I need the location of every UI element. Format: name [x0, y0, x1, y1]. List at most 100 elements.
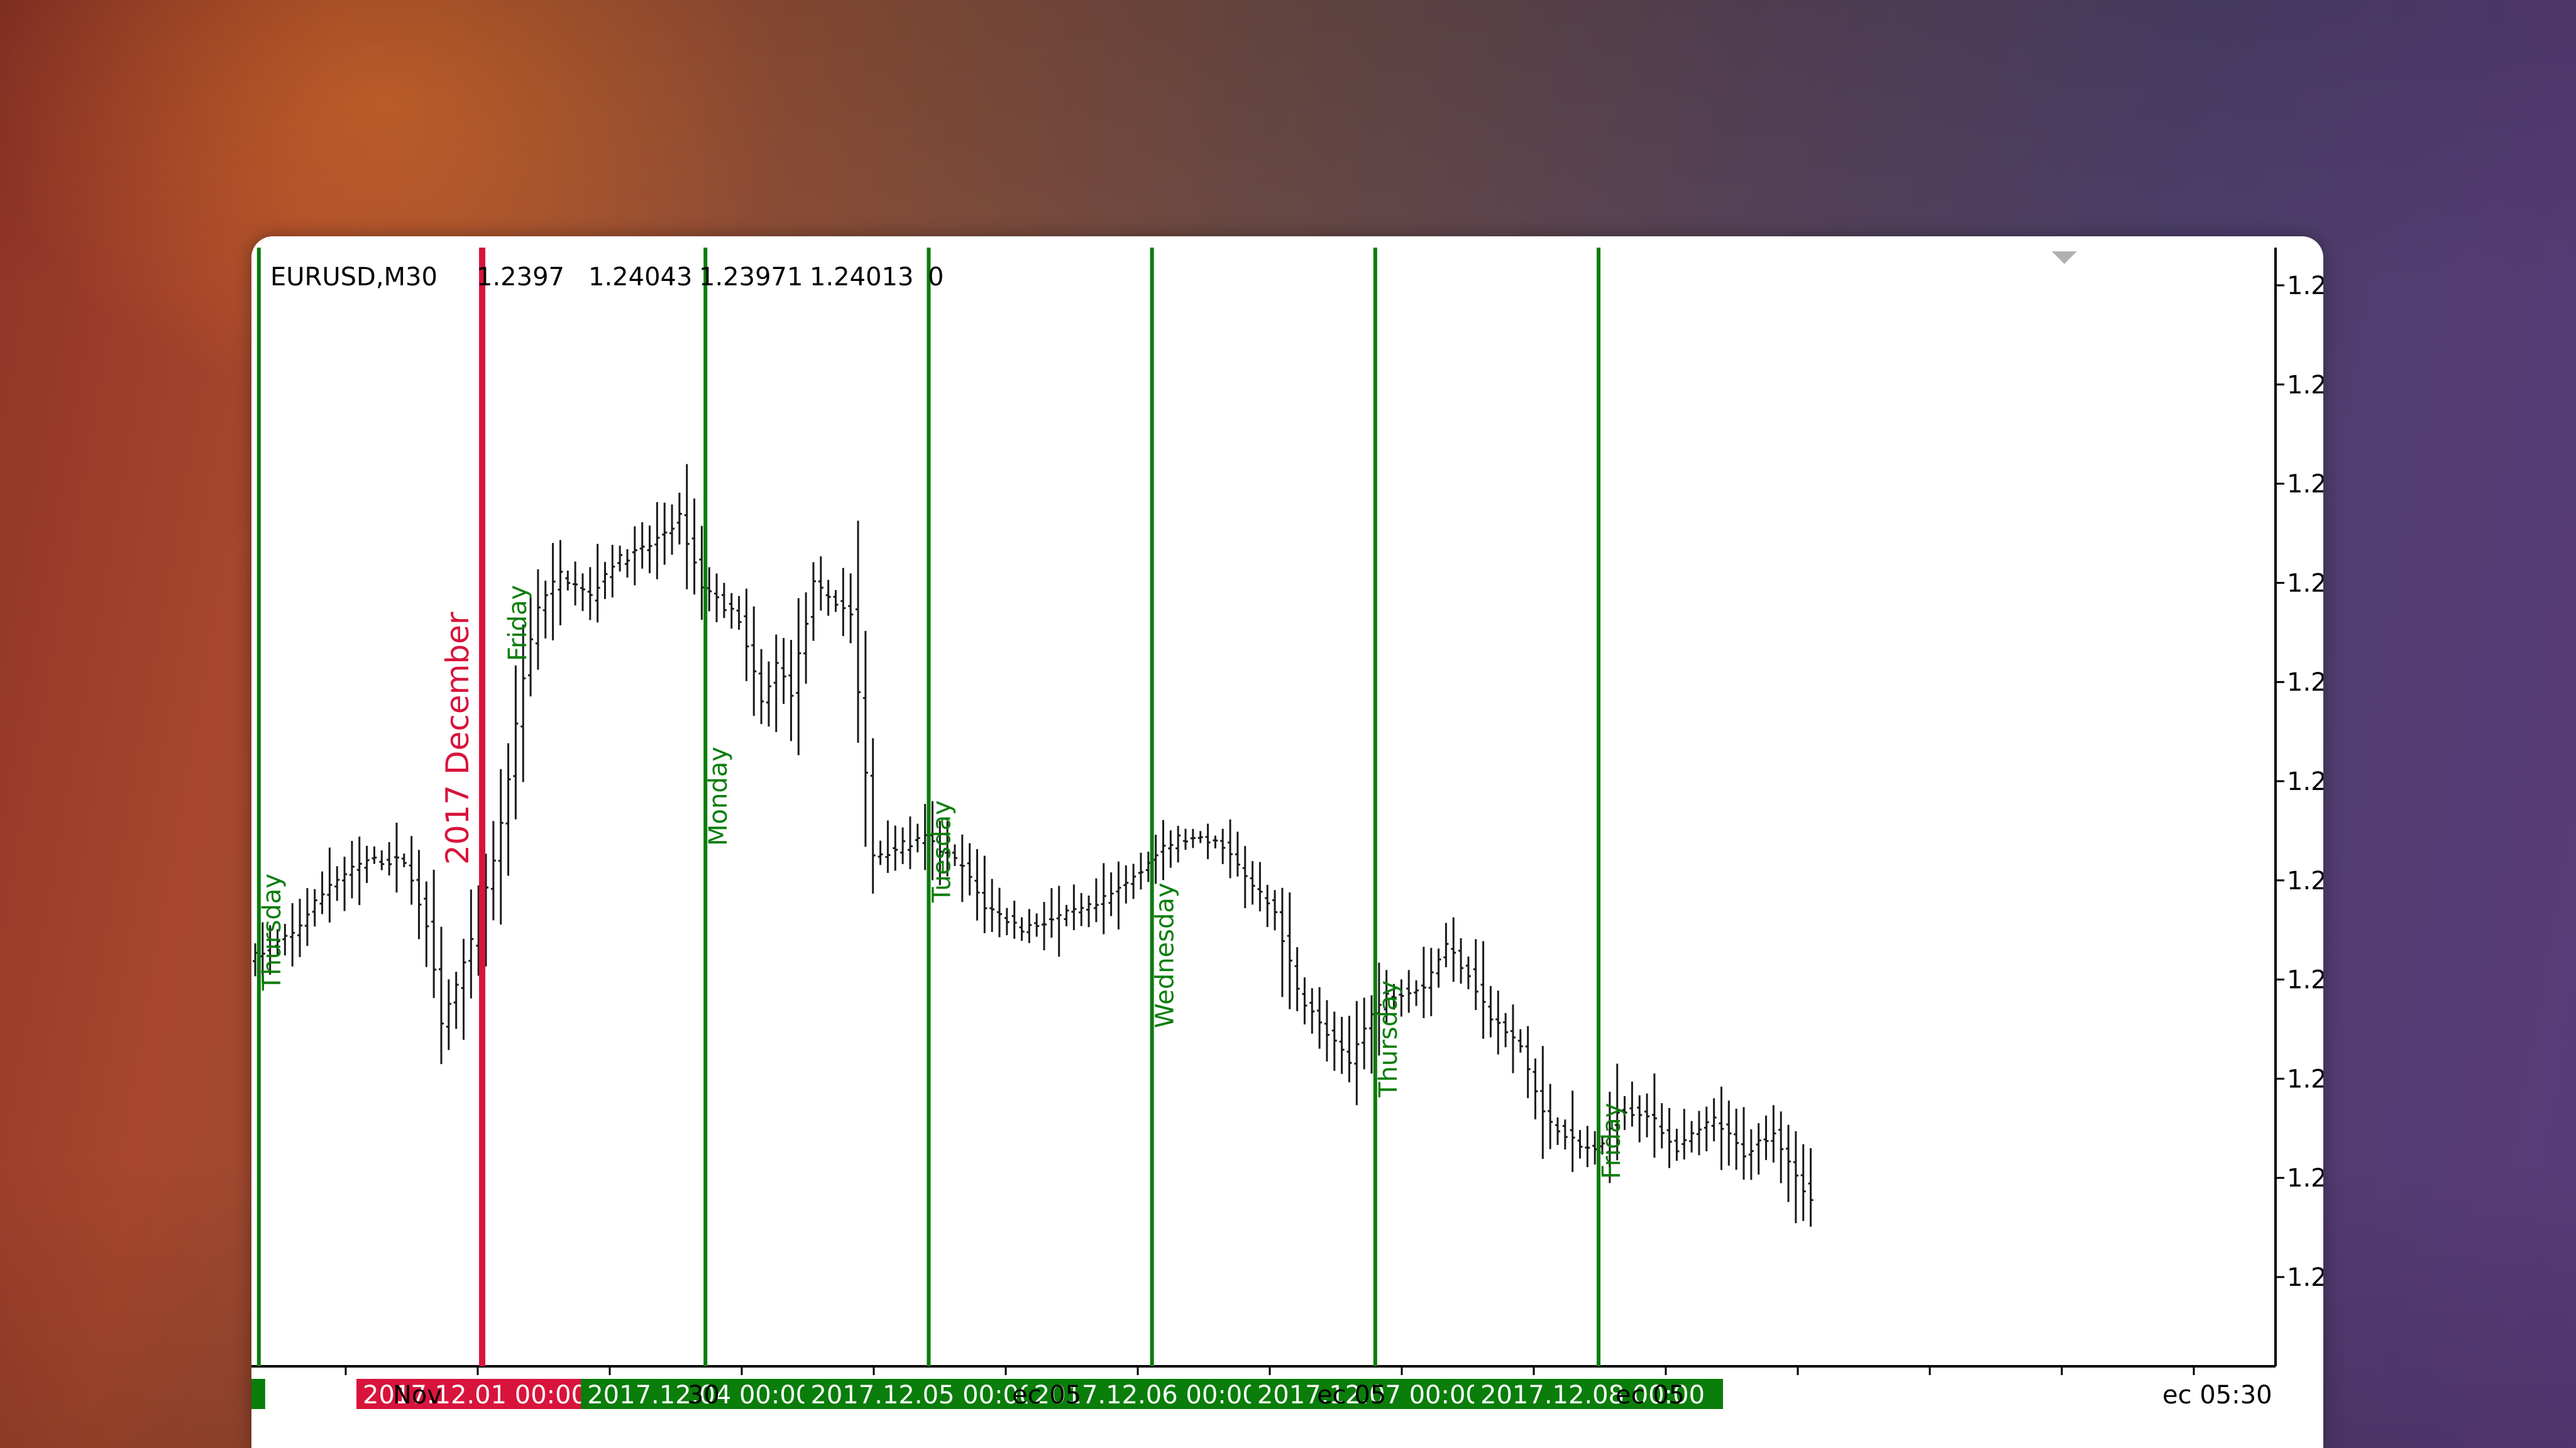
ohlc-bar: [394, 823, 399, 893]
ohlc-bar: [558, 540, 563, 626]
ohlc-bar: [691, 498, 697, 595]
ohlc-bar: [1391, 984, 1397, 1010]
ohlc-bar: [349, 841, 355, 899]
ohlc-bar: [907, 816, 913, 869]
ohlc-bar: [327, 847, 333, 923]
price-axis-label: 1.2: [2287, 668, 2323, 697]
ohlc-bar: [856, 520, 861, 743]
ohlc-bar: [1741, 1107, 1746, 1180]
ohlc-bar: [684, 464, 690, 590]
ohlc-bar: [617, 546, 623, 572]
ohlc-bar: [1674, 1129, 1680, 1161]
ohlc-bar: [1786, 1124, 1792, 1202]
price-axis-label: 1.2: [2287, 1164, 2323, 1193]
ohlc-bar: [1399, 979, 1404, 1017]
date-tag-background: [1474, 1379, 1724, 1409]
ohlc-bar: [1689, 1121, 1695, 1153]
price-axis-label: 1.2: [2287, 867, 2323, 896]
price-axis-label: 1.2: [2287, 1263, 2323, 1292]
ohlc-bar: [1458, 938, 1464, 984]
ohlc-bar: [1585, 1126, 1590, 1168]
ohlc-bar: [1406, 970, 1412, 1013]
date-tag-background: [356, 1379, 606, 1409]
ohlc-bar: [1473, 939, 1478, 1011]
ohlc-bar: [468, 889, 474, 999]
ohlc-bar: [1228, 819, 1233, 879]
date-tag-background: [581, 1379, 830, 1409]
ohlc-bar: [1644, 1093, 1650, 1138]
ohlc-bar: [595, 544, 600, 623]
ohlc-bar: [312, 889, 317, 927]
ohlc-bar: [1637, 1095, 1643, 1143]
ohlc-bar: [1019, 917, 1025, 941]
ohlc-bar: [490, 821, 496, 921]
plot-area: [251, 248, 2276, 1366]
ohlc-bar: [915, 823, 920, 853]
date-tag-label: 2017.12.05 00:00: [810, 1381, 1035, 1410]
time-axis-label: ec 05: [1616, 1381, 1685, 1410]
ohlc-bar: [379, 850, 385, 870]
ohlc-bar: [1756, 1123, 1761, 1175]
ohlc-bar: [997, 887, 1002, 938]
ohlc-bar: [1279, 887, 1285, 997]
ohlc-bar: [1116, 861, 1121, 930]
time-axis-label: Nov: [393, 1381, 442, 1410]
ohlc-bar: [811, 562, 816, 641]
ohlc-bar: [439, 926, 444, 1065]
ohlc-bar: [409, 836, 414, 905]
ohlc-bar: [387, 842, 392, 876]
ohlc-bar: [1362, 997, 1367, 1070]
ohlc-bar: [1242, 846, 1248, 909]
ohlc-bar: [1704, 1106, 1709, 1151]
ohlc-bar: [952, 844, 957, 866]
ohlc-bar: [498, 769, 504, 925]
ohlc-bar: [1682, 1109, 1687, 1160]
ohlc-bar: [1548, 1083, 1553, 1149]
ohlc-bar: [1257, 862, 1263, 912]
ohlc-bar: [542, 580, 548, 639]
ohlc-bar: [900, 827, 906, 864]
ohlc-bar: [1808, 1148, 1814, 1227]
ohlc-bar: [461, 938, 466, 1040]
ohlc-bar: [840, 568, 846, 637]
ohlc-bar: [304, 888, 310, 946]
ohlc-bar: [1540, 1046, 1546, 1159]
ohlc-bar: [885, 820, 891, 874]
ohlc-bar: [1272, 890, 1278, 931]
date-tag-background: [1250, 1379, 1500, 1409]
ohlc-bar: [1763, 1116, 1769, 1160]
ohlc-bar: [662, 502, 668, 565]
ohlc-bar: [565, 570, 571, 591]
ohlc-bar: [1711, 1098, 1717, 1142]
ohlc-bar: [1451, 917, 1456, 982]
ohlc-bar: [1525, 1026, 1531, 1099]
ohlc-bar: [781, 638, 786, 704]
ohlc-bar: [1495, 990, 1501, 1055]
quote-close: 1.24013: [810, 263, 913, 292]
ohlc-bar: [870, 738, 876, 894]
price-chart[interactable]: Thursday 2017 December Friday Monday Tuesday…: [251, 236, 2323, 1448]
ohlc-bar: [282, 924, 288, 956]
date-tag: 2017.12.06 00:00: [1027, 1379, 1277, 1410]
ohlc-bar: [1213, 835, 1218, 848]
ohlc-bar: [1607, 1092, 1612, 1183]
ohlc-bar: [319, 871, 325, 914]
ohlc-bar: [1577, 1130, 1583, 1159]
date-tag-label: 2017.12.06 00:00: [1034, 1381, 1258, 1410]
ohlc-bar: [1071, 884, 1077, 931]
ohlc-bar: [878, 840, 883, 865]
date-tag-label: 2017.12.08 00:00: [1480, 1381, 1705, 1410]
ohlc-bar: [1384, 970, 1389, 1023]
day-separator-label: Friday: [504, 585, 532, 661]
date-tag: 1.30 00:00: [251, 1379, 265, 1409]
ohlc-bar: [1309, 988, 1315, 1034]
date-tag-label: 2017.12.01 00:00: [363, 1381, 587, 1410]
ohlc-bar: [1719, 1086, 1724, 1170]
ohlc-bar: [401, 853, 407, 867]
ohlc-bar: [1734, 1109, 1739, 1170]
day-separator-label: Thursday: [1374, 980, 1403, 1098]
date-tag-background: [251, 1379, 265, 1409]
ohlc-bar: [1428, 948, 1434, 1016]
chart-shift-marker[interactable]: [2052, 251, 2077, 264]
